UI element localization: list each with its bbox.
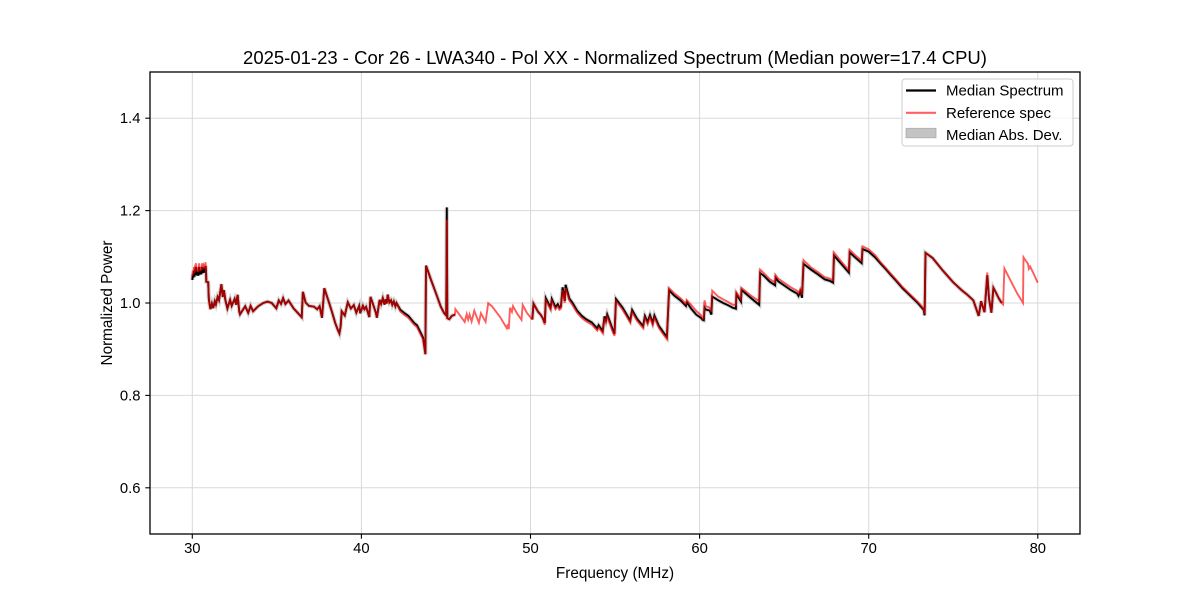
svg-text:0.8: 0.8 [120,388,141,404]
svg-text:1.4: 1.4 [120,111,141,127]
svg-text:1.2: 1.2 [120,204,141,220]
svg-text:1.0: 1.0 [120,296,141,312]
svg-text:Median Abs. Dev.: Median Abs. Dev. [946,127,1062,144]
svg-text:60: 60 [691,541,707,557]
svg-text:Normalized Power: Normalized Power [99,241,116,366]
svg-text:40: 40 [353,541,369,557]
svg-text:2025-01-23 - Cor 26 - LWA340 -: 2025-01-23 - Cor 26 - LWA340 - Pol XX - … [243,47,987,68]
svg-text:30: 30 [184,541,200,557]
svg-text:Frequency (MHz): Frequency (MHz) [556,565,674,582]
svg-text:Median Spectrum: Median Spectrum [946,83,1064,100]
svg-text:80: 80 [1030,541,1046,557]
svg-text:0.6: 0.6 [120,481,141,497]
svg-text:70: 70 [860,541,876,557]
svg-text:50: 50 [522,541,538,557]
svg-text:Reference spec: Reference spec [946,105,1052,122]
